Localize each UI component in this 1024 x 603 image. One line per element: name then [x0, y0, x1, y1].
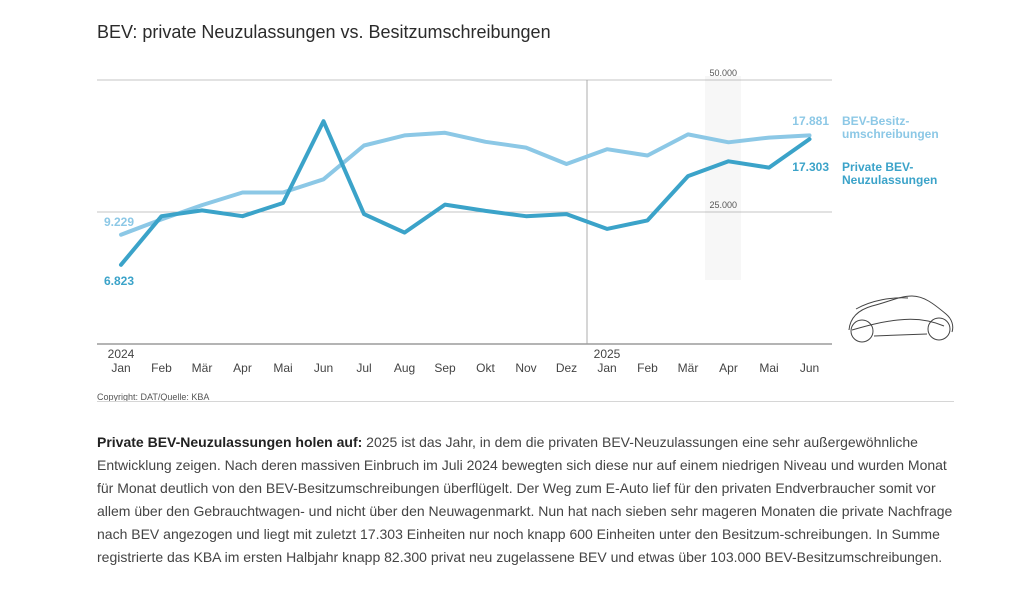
x-tick-label: Jun — [314, 361, 333, 375]
year-label: 2024 — [108, 347, 135, 361]
x-axis: Jan Feb Mär Apr Mai Jun Jul Aug Sep Okt Nov Dez Jan F… — [108, 347, 820, 375]
start-label-neu: 6.823 — [104, 274, 134, 288]
end-label-besitz: 17.881 — [792, 114, 829, 128]
x-tick-label: Mai — [759, 361, 778, 375]
x-tick-label: Jan — [111, 361, 130, 375]
series-line-neu — [119, 119, 812, 267]
x-tick-label: Jul — [356, 361, 371, 375]
legend-label-neu: Neuzulassungen — [842, 173, 937, 187]
gridline-label: 50.000 — [709, 68, 737, 78]
x-tick-label: Okt — [476, 361, 495, 375]
series-lines — [119, 119, 812, 267]
legend-label-besitz: umschreibungen — [842, 127, 939, 141]
gridline-label-band — [705, 76, 741, 280]
x-tick-label: Apr — [719, 361, 738, 375]
legend-label-neu: Private BEV- — [842, 160, 913, 174]
gridline-label: 25.000 — [709, 200, 737, 210]
x-tick-label: Apr — [233, 361, 252, 375]
x-tick-label: Aug — [394, 361, 415, 375]
x-tick-label: Jan — [597, 361, 616, 375]
body-paragraph: Private BEV-Neuzulassungen holen auf: 20… — [97, 431, 957, 569]
data-labels: 9.229 6.823 17.881 17.303 BEV-Besitz-umschre… — [104, 114, 939, 288]
x-tick-label: Mai — [273, 361, 292, 375]
body-text: 2025 ist das Jahr, in dem die privaten B… — [97, 434, 953, 565]
legend-label-besitz: BEV-Besitz- — [842, 114, 909, 128]
year-label: 2025 — [594, 347, 621, 361]
body-lead: Private BEV-Neuzulassungen holen auf: — [97, 434, 363, 450]
gridlines: 50.000 25.000 — [97, 68, 832, 345]
copyright-note: Copyright: DAT/Quelle: KBA — [97, 392, 210, 402]
line-chart: 50.000 25.000 Jan Feb Mär Apr Mai Jun Jul Aug Sep… — [97, 68, 954, 375]
end-label-neu: 17.303 — [792, 160, 829, 174]
chart-title: BEV: private Neuzulassungen vs. Besitzum… — [97, 22, 551, 42]
divider — [97, 401, 954, 402]
car-icon — [848, 295, 954, 343]
x-tick-label: Mär — [192, 361, 213, 375]
x-tick-label: Jun — [800, 361, 819, 375]
x-tick-label: Dez — [556, 361, 577, 375]
x-tick-label: Mär — [678, 361, 699, 375]
start-label-besitz: 9.229 — [104, 215, 134, 229]
series-line-besitz — [119, 130, 812, 237]
x-tick-label: Nov — [515, 361, 536, 375]
x-tick-label: Feb — [637, 361, 658, 375]
x-tick-label: Feb — [151, 361, 172, 375]
x-tick-label: Sep — [434, 361, 456, 375]
